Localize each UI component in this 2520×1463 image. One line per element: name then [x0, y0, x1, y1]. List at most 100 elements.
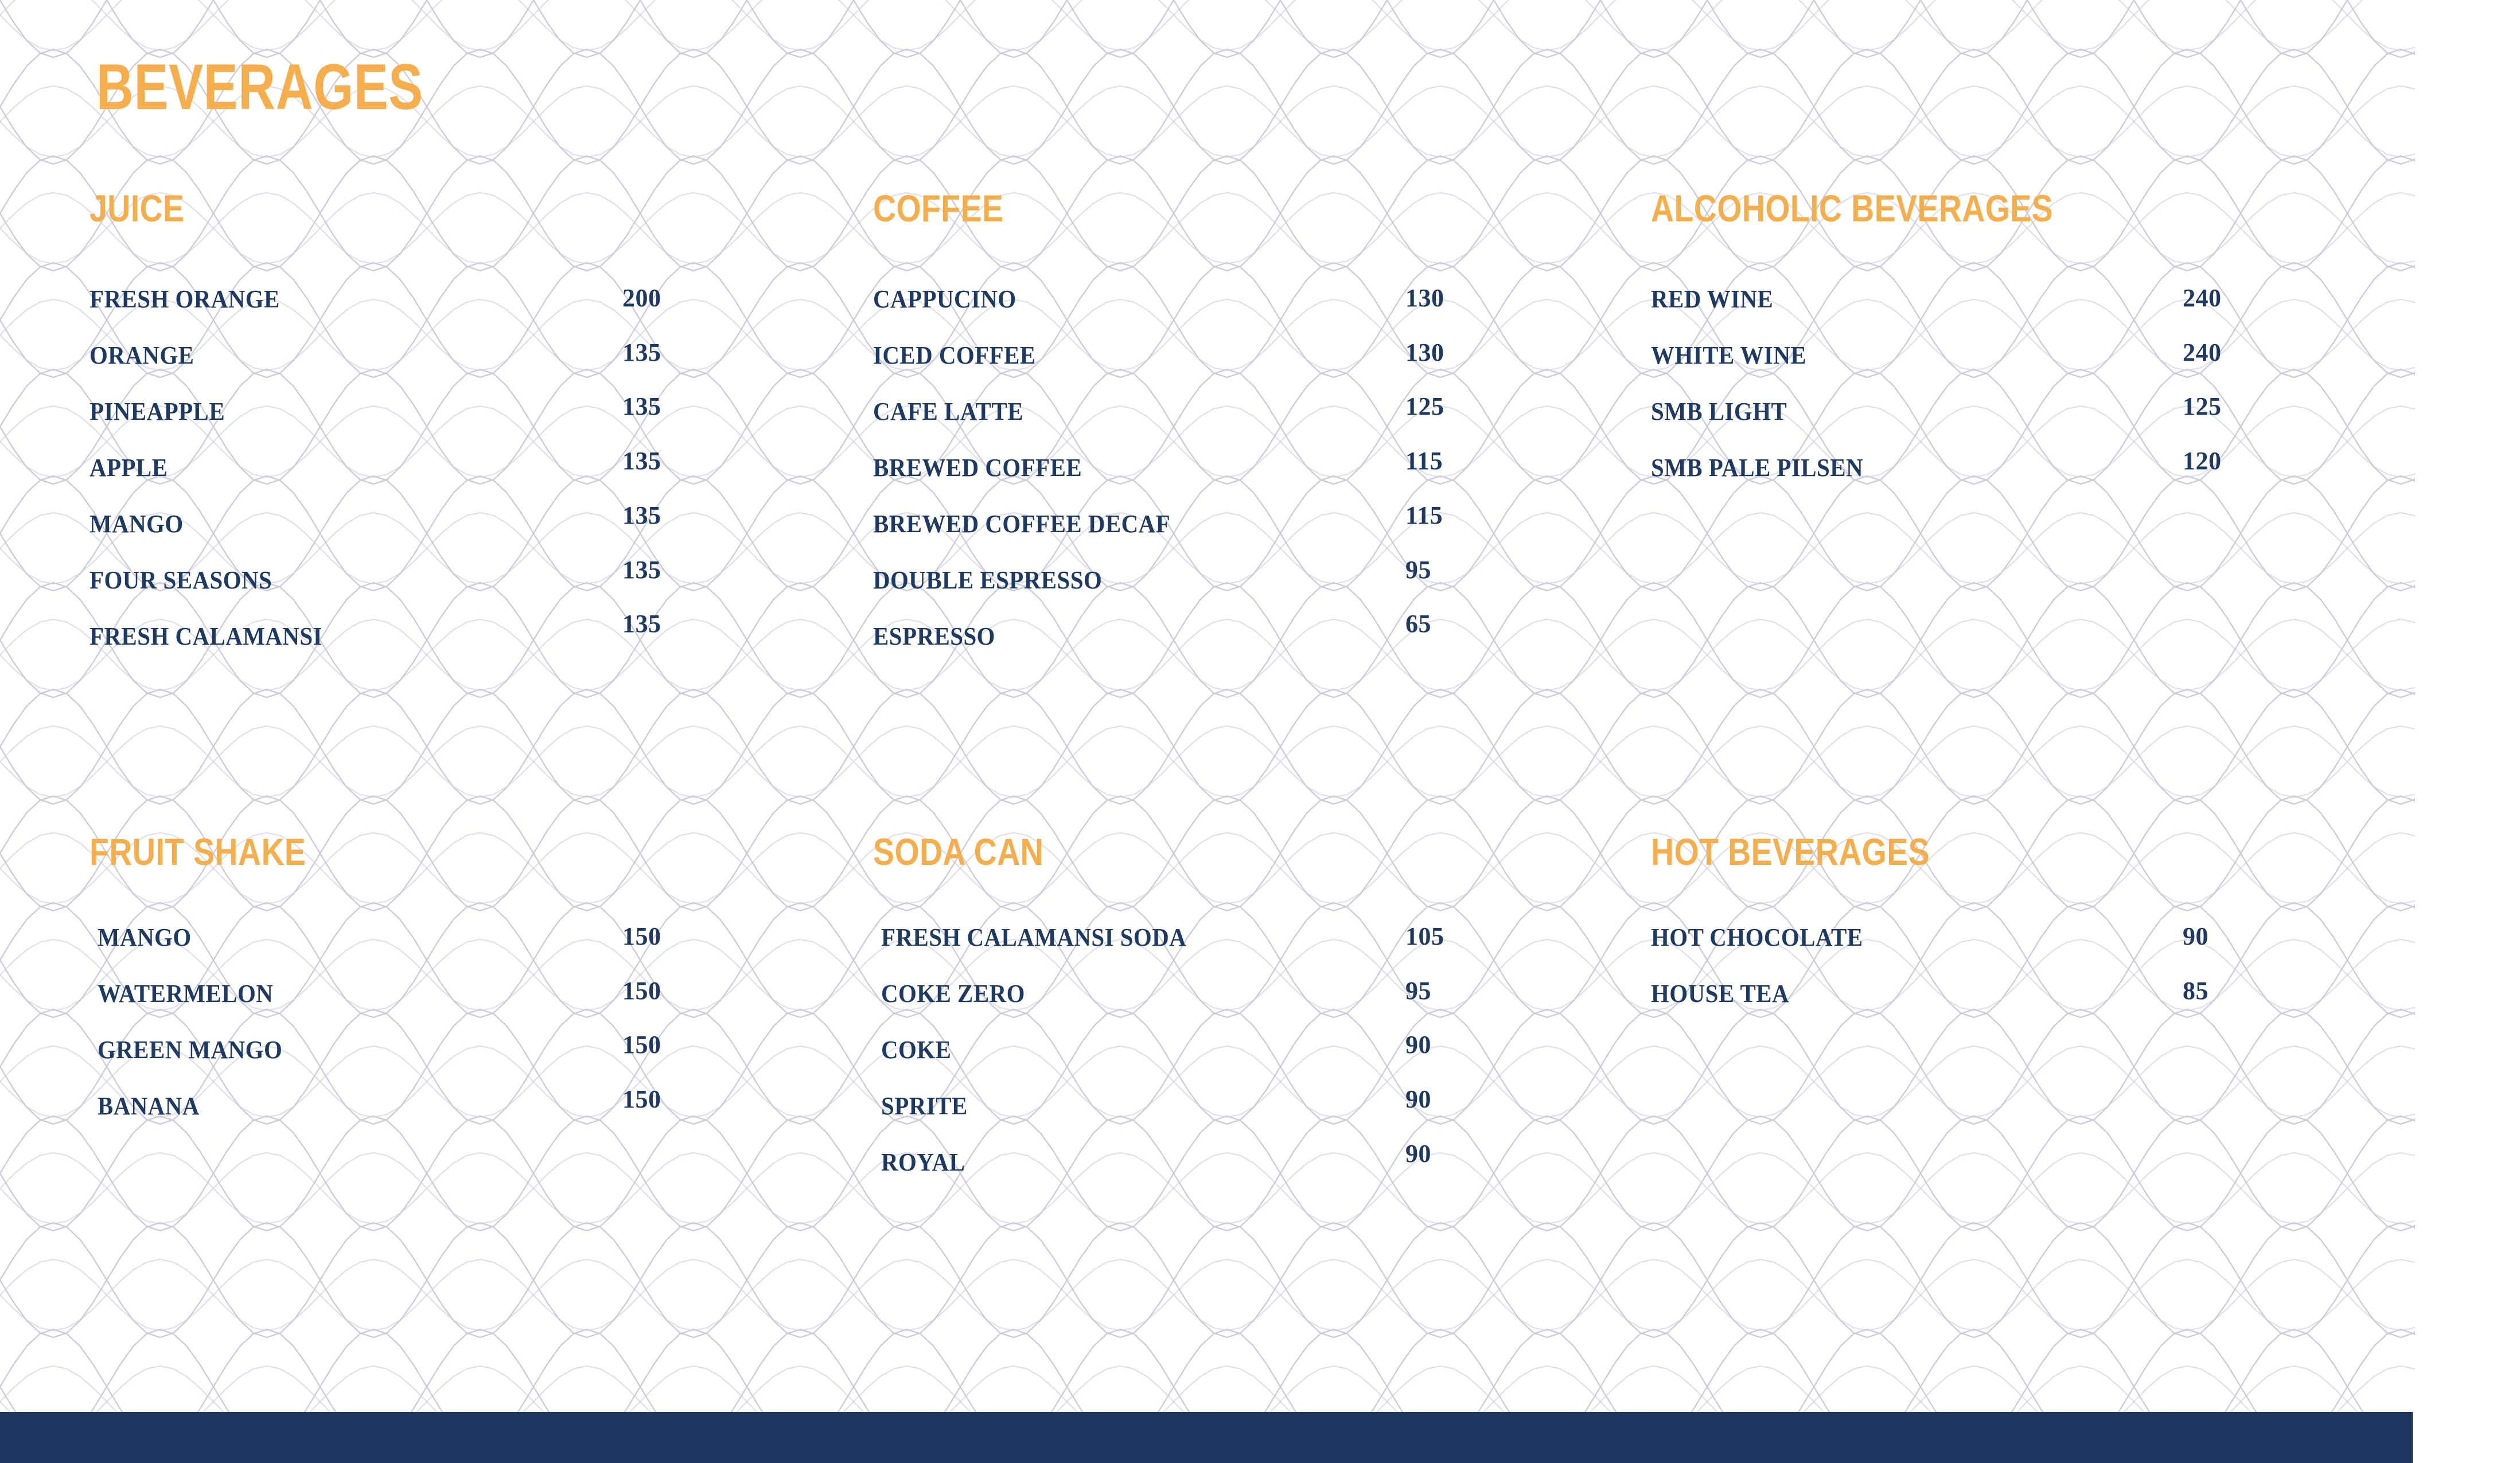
- wave-line: [0, 1258, 2415, 1332]
- menu-item-name: RED WINE: [1651, 285, 1774, 313]
- wave-line: [0, 1045, 2415, 1118]
- wave-line: [0, 475, 2415, 592]
- menu-item-name: FRESH CALAMANSI SODA: [881, 923, 1187, 951]
- menu-item-price: 130: [1405, 338, 1444, 366]
- menu-item-price: 200: [622, 284, 661, 312]
- menu-item-price: 95: [1405, 555, 1431, 584]
- wave-line: [0, 262, 2415, 379]
- menu-item-name: DOUBLE ESPRESSO: [873, 566, 1103, 594]
- wave-line: [0, 938, 2415, 1012]
- section-header-alcoholic-beverages: ALCOHOLIC BEVERAGES: [1651, 187, 2054, 229]
- wave-line: [0, 725, 2415, 798]
- wave-line: [0, 1152, 2415, 1225]
- wave-line: [0, 298, 2415, 372]
- menu-item-price: 115: [1405, 447, 1443, 475]
- menu-item-price: 90: [1405, 1031, 1431, 1059]
- wave-line: [0, 582, 2415, 699]
- menu-item-price: 135: [622, 447, 661, 475]
- menu-item-price: 90: [2183, 922, 2209, 950]
- menu-item-name: WATERMELON: [98, 980, 274, 1008]
- wave-line: [0, 1008, 2415, 1125]
- wave-line: [0, 725, 2415, 798]
- wave-line: [0, 618, 2415, 692]
- wave-line: [0, 795, 2415, 912]
- menu-item-name: HOT CHOCOLATE: [1651, 923, 1863, 951]
- menu-item-name: CAFE LATTE: [873, 397, 1023, 426]
- menu-item-price: 115: [1405, 501, 1443, 529]
- wave-line: [0, 298, 2415, 372]
- menu-item-price: 130: [1405, 284, 1444, 312]
- wave-line: [0, 902, 2415, 1019]
- menu-item-name: HOUSE TEA: [1651, 980, 1790, 1008]
- wave-line: [0, 1222, 2415, 1339]
- wave-line: [0, 1115, 2415, 1232]
- menu-item-name: MANGO: [89, 510, 184, 538]
- wave-line: [0, 618, 2415, 692]
- menu-item-price: 150: [622, 976, 661, 1005]
- menu-item-price: 150: [622, 922, 661, 950]
- wave-line: [0, 832, 2415, 905]
- menu-item-price: 240: [2183, 338, 2222, 366]
- wave-line: [0, 582, 2415, 699]
- menu-item-name: SMB LIGHT: [1651, 397, 1787, 426]
- menu-item-name: CAPPUCINO: [873, 285, 1016, 313]
- menu-item-price: 240: [2183, 284, 2222, 312]
- menu-item-name: FRESH CALAMANSI: [89, 622, 322, 650]
- menu-item-name: ESPRESSO: [873, 622, 995, 650]
- wave-line: [0, 512, 2415, 585]
- wave-line: [0, 0, 2363, 52]
- wave-line: [0, 688, 2415, 805]
- wave-line: [0, 0, 2415, 58]
- menu-item-name: FOUR SEASONS: [89, 566, 272, 594]
- wave-line: [0, 938, 2415, 1012]
- section-header-coffee: COFFEE: [873, 187, 1004, 229]
- menu-item-price: 85: [2183, 976, 2209, 1005]
- menu-item-name: PINEAPPLE: [89, 397, 225, 426]
- section-header-hot-beverages: HOT BEVERAGES: [1651, 830, 1930, 873]
- menu-item-name: BREWED COFFEE: [873, 454, 1082, 482]
- menu-item-price: 65: [1405, 610, 1431, 638]
- menu-item-name: SMB PALE PILSEN: [1651, 454, 1864, 482]
- menu-item-name: SPRITE: [881, 1092, 968, 1120]
- menu-item-name: ROYAL: [881, 1148, 965, 1176]
- wave-line: [0, 1328, 2415, 1417]
- menu-item-name: COKE ZERO: [881, 980, 1025, 1008]
- wave-line: [0, 1365, 2415, 1417]
- menu-item-price: 125: [2183, 392, 2222, 421]
- wave-line: [0, 902, 2415, 1019]
- menu-item-name: BREWED COFFEE DECAF: [873, 510, 1171, 538]
- wave-line: [0, 795, 2415, 912]
- menu-item-name: FRESH ORANGE: [89, 285, 280, 313]
- menu-item-name: WHITE WINE: [1651, 341, 1807, 369]
- menu-item-price: 135: [622, 392, 661, 421]
- wave-line: [0, 512, 2415, 585]
- wave-line: [0, 475, 2415, 592]
- wave-line: [0, 1365, 2363, 1417]
- wave-line: [0, 1008, 2415, 1125]
- wave-line: [0, 688, 2415, 805]
- menu-item-price: 105: [1405, 922, 1444, 950]
- wave-line: [0, 1222, 2415, 1339]
- menu-item-name: ICED COFFEE: [873, 341, 1036, 369]
- section-header-juice: JUICE: [89, 187, 185, 229]
- menu-item-name: MANGO: [98, 923, 192, 951]
- menu-item-name: COKE: [881, 1036, 952, 1064]
- menu-item-price: 125: [1405, 392, 1444, 421]
- footer-band: [0, 1412, 2413, 1463]
- wave-line: [0, 262, 2415, 379]
- menu-item-price: 150: [622, 1085, 661, 1114]
- menu-item-price: 135: [622, 501, 661, 529]
- wave-line: [0, 405, 2415, 478]
- wave-line: [0, 368, 2415, 485]
- menu-item-price: 135: [622, 610, 661, 638]
- menu-item-name: GREEN MANGO: [98, 1036, 283, 1064]
- page-title: BEVERAGES: [96, 51, 423, 123]
- wave-line: [0, 368, 2415, 485]
- menu-item-price: 95: [1405, 976, 1431, 1005]
- wave-line: [0, 0, 2348, 58]
- section-header-fruit-shake: FRUIT SHAKE: [89, 830, 306, 873]
- wave-line: [0, 1258, 2415, 1332]
- menu-item-name: APPLE: [89, 454, 168, 482]
- wave-line: [0, 1115, 2415, 1232]
